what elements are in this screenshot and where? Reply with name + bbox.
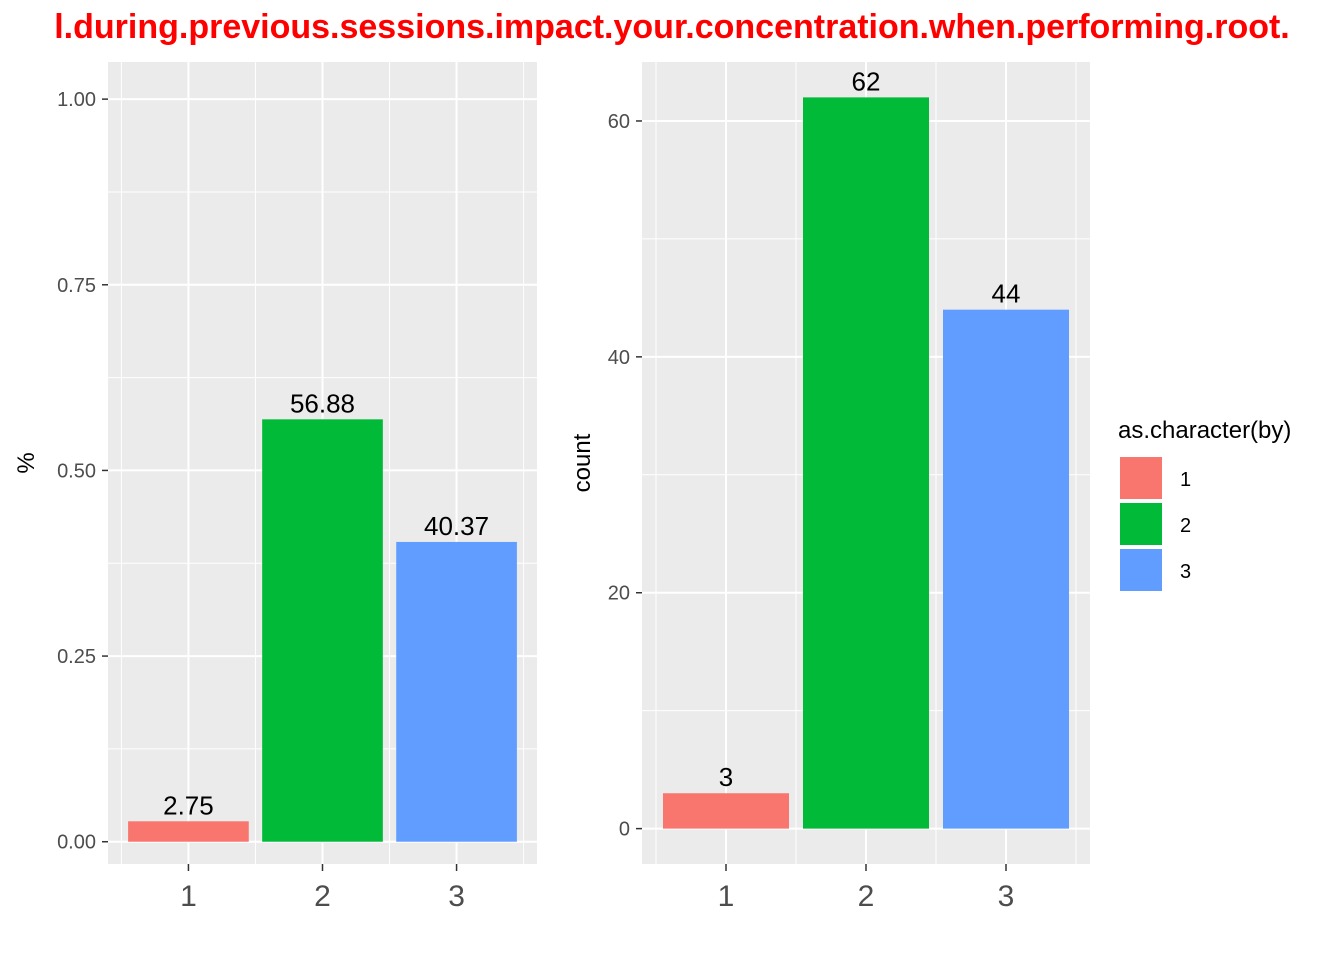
legend-key-3 <box>1118 547 1164 593</box>
left-bar-3 <box>396 541 517 842</box>
left-panel: 2.75 56.88 40.37 0.00 0.25 0.50 0.75 1.00 1 2 3% <box>13 62 537 913</box>
right-y-tick-label: 20 <box>608 583 630 605</box>
right-x-tick-label: 1 <box>718 880 735 913</box>
chart-title: l.during.previous.sessions.impact.your.c… <box>54 8 1290 46</box>
legend-key-1 <box>1118 455 1164 501</box>
left-data-label-2: 56.88 <box>290 388 355 418</box>
left-y-tick-label: 1.00 <box>57 89 96 111</box>
left-y-tick-label: 0.25 <box>57 646 96 668</box>
right-panel: 3 62 44 0 20 40 60 1 2 3 count <box>569 62 1090 913</box>
right-y-tick-label: 0 <box>619 819 630 841</box>
right-y-tick-label: 60 <box>608 111 630 133</box>
right-bar-1 <box>663 793 789 829</box>
left-y-tick-label: 0.75 <box>57 275 96 297</box>
left-data-label-3: 40.37 <box>424 511 489 541</box>
legend-title: as.character(by) <box>1118 417 1291 444</box>
right-y-axis-label: count <box>569 433 596 492</box>
legend-label-3: 3 <box>1180 561 1191 583</box>
right-data-label-3: 44 <box>992 279 1021 309</box>
legend-label-2: 2 <box>1180 515 1191 537</box>
left-y-axis-label: % <box>13 452 40 473</box>
left-bar-1 <box>128 821 249 842</box>
right-bar-3 <box>943 309 1069 829</box>
right-bar-2 <box>803 97 929 829</box>
legend-key-2 <box>1118 501 1164 547</box>
right-data-label-2: 62 <box>852 66 881 96</box>
right-x-tick-label: 2 <box>858 880 875 913</box>
left-y-tick-label: 0.50 <box>57 460 96 482</box>
left-x-tick-label: 2 <box>314 880 331 913</box>
left-bar-2 <box>262 419 383 842</box>
legend: as.character(by) 1 2 3 <box>1118 417 1291 593</box>
left-x-tick-label: 3 <box>448 880 465 913</box>
left-data-label-1: 2.75 <box>163 790 214 820</box>
legend-label-1: 1 <box>1180 469 1191 491</box>
left-y-tick-label: 0.00 <box>57 832 96 854</box>
right-data-label-1: 3 <box>719 762 733 792</box>
left-x-tick-label: 1 <box>180 880 197 913</box>
right-y-tick-label: 40 <box>608 347 630 369</box>
right-x-tick-label: 3 <box>998 880 1015 913</box>
